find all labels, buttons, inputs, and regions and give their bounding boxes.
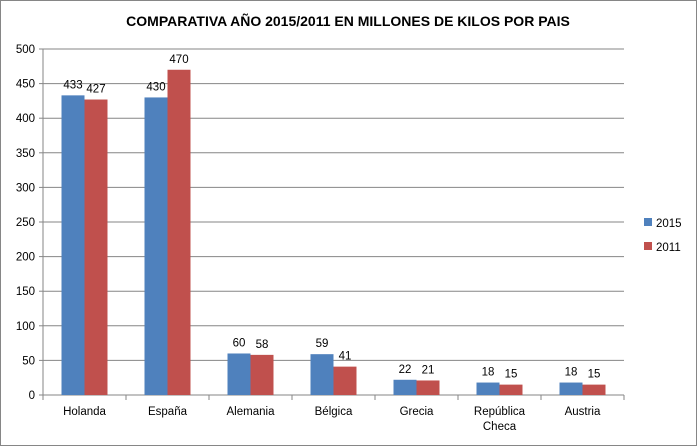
data-label: 15 <box>588 369 601 381</box>
category-label: Holanda <box>63 406 106 418</box>
data-label: 470 <box>169 54 188 66</box>
y-tick-label: 350 <box>16 148 35 160</box>
axes: 0 50 100 150 200 250 300 350 400 450 500 Holanda Esp… <box>16 44 625 433</box>
data-label: 58 <box>256 339 269 351</box>
data-label: 15 <box>505 369 518 381</box>
bar <box>250 354 274 395</box>
category-label: Alemania <box>227 406 276 418</box>
category-label: Grecia <box>400 406 434 418</box>
y-tick-label: 450 <box>16 79 35 91</box>
category-label: Austria <box>565 406 601 418</box>
bar <box>167 69 191 395</box>
bar <box>499 384 523 395</box>
legend-label: 2015 <box>656 218 682 230</box>
data-label: 18 <box>482 367 495 379</box>
data-labels: 433 427 430 470 60 58 59 41 22 21 18 15 18 15 <box>63 54 600 381</box>
y-tick-label: 200 <box>16 252 35 264</box>
legend: 2015 2011 <box>644 218 682 254</box>
y-tick-label: 100 <box>16 321 35 333</box>
y-tick-label: 500 <box>16 44 35 56</box>
chart-title: COMPARATIVA AÑO 2015/2011 EN MILLONES DE… <box>126 12 570 29</box>
y-tick-label: 300 <box>16 182 35 194</box>
bar <box>582 384 606 395</box>
bar <box>84 99 108 396</box>
data-label: 21 <box>422 364 435 376</box>
y-tick-label: 50 <box>22 355 35 367</box>
data-label: 59 <box>316 338 329 350</box>
bar <box>61 95 85 395</box>
data-label: 41 <box>339 351 352 363</box>
data-label: 430 <box>146 81 165 93</box>
y-tick-label: 150 <box>16 286 35 298</box>
data-label: 433 <box>63 79 82 91</box>
bar <box>416 380 440 395</box>
category-label: Checa <box>483 421 517 433</box>
legend-swatch <box>644 242 652 250</box>
bar <box>476 382 500 395</box>
bar <box>559 382 583 395</box>
bars <box>61 69 606 396</box>
bar <box>310 354 334 395</box>
category-label: República <box>474 406 526 418</box>
category-label: Bélgica <box>315 406 353 418</box>
data-label: 18 <box>565 367 578 379</box>
y-tick-label: 0 <box>29 390 35 402</box>
bar <box>144 97 168 395</box>
data-label: 60 <box>233 337 246 349</box>
y-tick-label: 400 <box>16 113 35 125</box>
bar <box>393 379 417 395</box>
bar <box>227 353 251 395</box>
y-tick-label: 250 <box>16 217 35 229</box>
gridlines <box>43 48 624 361</box>
category-label: España <box>148 406 188 418</box>
bar <box>333 366 357 395</box>
legend-swatch <box>644 218 652 226</box>
legend-label: 2011 <box>656 242 681 254</box>
data-label: 22 <box>399 364 412 376</box>
data-label: 427 <box>86 84 105 96</box>
